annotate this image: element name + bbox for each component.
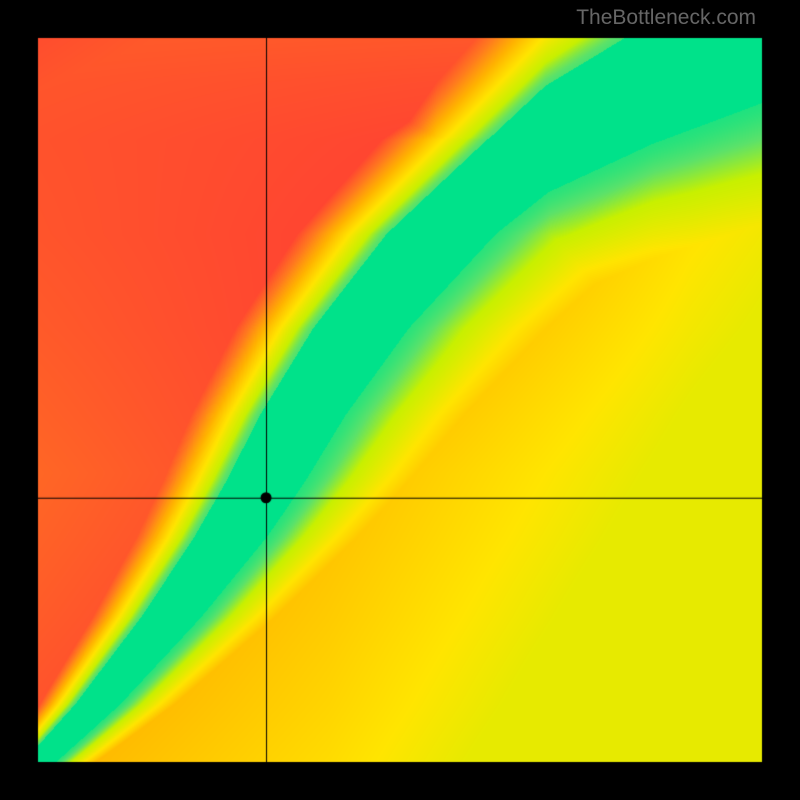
bottleneck-heatmap-canvas bbox=[0, 0, 800, 800]
chart-container: { "watermark": { "text": "TheBottleneck.… bbox=[0, 0, 800, 800]
watermark-text: TheBottleneck.com bbox=[576, 6, 756, 30]
